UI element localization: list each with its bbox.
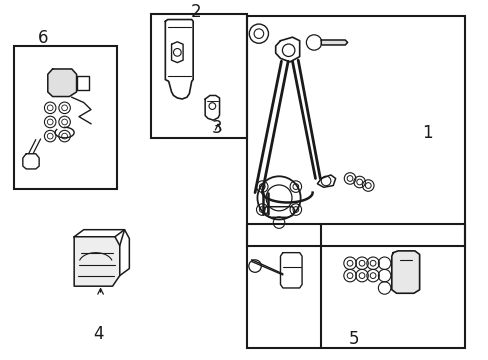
- Bar: [246, 16, 464, 246]
- Polygon shape: [391, 251, 419, 293]
- Bar: [151, 14, 246, 138]
- Polygon shape: [48, 69, 77, 96]
- Text: 5: 5: [348, 330, 359, 348]
- Polygon shape: [321, 40, 347, 45]
- Polygon shape: [74, 237, 120, 286]
- Bar: [14, 46, 117, 189]
- Text: 3: 3: [211, 119, 222, 137]
- Text: 6: 6: [38, 29, 49, 47]
- Bar: [246, 224, 464, 348]
- Text: 2: 2: [190, 3, 201, 21]
- Text: 1: 1: [421, 123, 432, 141]
- Text: 4: 4: [93, 325, 103, 343]
